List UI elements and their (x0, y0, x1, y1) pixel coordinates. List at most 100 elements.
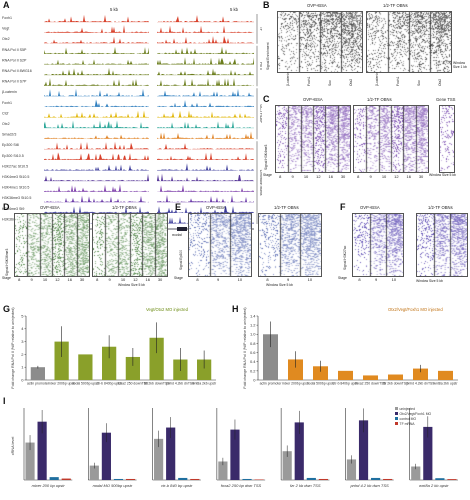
y-tick-label: 4 (21, 326, 24, 331)
column-label: Foxh1 (306, 76, 311, 86)
panel-e-title-left: OVP+BSA (206, 205, 226, 210)
panel-b-ylabel: Signal Enrichment (266, 42, 270, 70)
y-tick-label: 1.2 (250, 323, 256, 328)
signal-track (157, 143, 254, 150)
track-label: Ep300 St8 (2, 143, 19, 147)
signal-track (157, 78, 254, 86)
panel-b-heatmap-left (277, 11, 363, 73)
signal-track (157, 194, 254, 203)
bar (435, 478, 445, 480)
panel-g: G Vegt/Otx2 MO injected 0 1 2 3 4 5 Fold chang… (0, 302, 226, 394)
panel-e-ylabel: Signal Ep300 (179, 249, 183, 270)
signal-track (157, 110, 254, 118)
bar (346, 459, 357, 480)
panel-c: C OVP+BSA 1/2-TF OBNs Gene TSS Signal H3… (263, 92, 470, 200)
column-label: β-catenin (285, 71, 290, 86)
panel-label-g: G (3, 304, 11, 314)
column-label: Sox (416, 80, 421, 86)
panel-d-stage-label: Stage (2, 276, 11, 280)
panel-g-annotation: Vegt/Otx2 MO injected (146, 307, 188, 312)
panel-b-window: Window Size 1 kb (453, 61, 467, 69)
signal-track (157, 131, 254, 139)
signal-track (157, 120, 254, 129)
legend-label: Otx2/Vegt/Foxh1 MO (400, 412, 432, 416)
y-tick-label: 1.0 (250, 332, 256, 337)
track-label: Vegt (2, 27, 9, 31)
column-label: 8 (18, 277, 21, 282)
bar (218, 461, 228, 480)
panel-f-title-left: OVP+BSA (360, 205, 380, 210)
column-label: 12 (55, 277, 60, 282)
signal-track (157, 14, 254, 23)
track-label: Foxh1 (2, 101, 12, 105)
panel-b-title-right: 1/2-TF OBNs (383, 3, 408, 8)
y-tick-label: 0.6 (250, 350, 256, 355)
signal-track (44, 78, 149, 86)
bar (338, 370, 353, 380)
panel-i: I cRNA level mixer 200 bp upstr nodal MO 5… (0, 396, 470, 500)
panel-c-title-right: 1/2-TF OBNs (367, 97, 392, 102)
y-tick-label: 0 (253, 377, 256, 382)
column-label: 30 (340, 174, 346, 179)
column-label: 9 (108, 277, 111, 282)
signal-track (157, 100, 254, 107)
x-tick-label: pnhd 4.2kb dnTSS (166, 382, 195, 386)
panel-e-stage-label: Stage (174, 276, 183, 280)
y-tick-label: 1 (21, 365, 24, 370)
bar (363, 375, 378, 380)
bar (318, 478, 328, 480)
signal-track (157, 35, 254, 44)
panel-h-annotation: Otx2/Vegt/Foxh1 MO injected (388, 307, 443, 312)
genome-browser-tracks: Foxh1 Vegt Otx2 RNA Pol II S5P RNA Pol II S2… (2, 14, 262, 237)
column-label: Sox (327, 80, 332, 86)
y-tick-label: 3 (21, 339, 24, 344)
panel-f-heatmap-left (352, 213, 404, 277)
panel-f-title-right: 1/2-TF OBNs (428, 205, 453, 210)
signal-track (44, 46, 149, 54)
x-tick-label: nodal 500bp upstr (72, 382, 100, 386)
panel-c-title-extra: Gene TSS (436, 97, 456, 102)
bar (125, 356, 140, 380)
bar (54, 341, 69, 380)
panel-h: H Otx2/Vegt/Foxh1 MO injected 0 0.2 0.4 0.6… (232, 302, 470, 394)
signal-track (157, 184, 254, 192)
bar (294, 422, 304, 480)
x-tick-label: fzr 2kb downTSS (383, 382, 410, 386)
x-tick-label: actin promoter (27, 382, 50, 386)
bar (37, 421, 47, 480)
column-label: 16 (328, 174, 333, 179)
panel-d-title-left: OVP+BSA (40, 205, 60, 210)
signal-track (157, 46, 254, 54)
bar (413, 368, 428, 380)
group-label: GC-TF/CBP (259, 105, 262, 124)
column-label: Foxh1 (395, 76, 400, 86)
column-label: 10 (303, 174, 309, 179)
bar (166, 427, 176, 480)
bar (438, 370, 453, 380)
column-label: 12 (316, 174, 321, 179)
panel-label-e: E (175, 202, 182, 212)
panel-e-title-right: 1/2-TF OBNs (274, 205, 299, 210)
column-label: β-catenin (374, 71, 379, 86)
signal-track (157, 173, 254, 182)
signal-track (44, 99, 149, 107)
column-label: 30 (418, 174, 424, 179)
panel-label-a: A (3, 0, 10, 10)
scale-bar-right: 5 kb (230, 7, 238, 12)
column-label: 9 (291, 174, 294, 179)
x-tick-label: ctr-b 840bp upstr (96, 382, 123, 386)
chart-g: 0 1 2 3 4 5 Fold change RNA Pol II (%IP relati… (11, 307, 217, 388)
panel-e-heatmap-left (188, 213, 252, 277)
group-label: TF (259, 27, 262, 31)
column-label: Otx2 (348, 78, 353, 86)
signal-track (44, 184, 149, 192)
y-tick-label: 0 (21, 377, 24, 382)
column-label: 9 (287, 277, 290, 282)
column-label: 8 (279, 174, 282, 179)
bar (178, 477, 188, 480)
signal-track (157, 68, 254, 76)
bar (230, 429, 240, 480)
x-tick-label: foxa2 250 downTSS (118, 382, 149, 386)
column-label: 9 (217, 277, 220, 282)
